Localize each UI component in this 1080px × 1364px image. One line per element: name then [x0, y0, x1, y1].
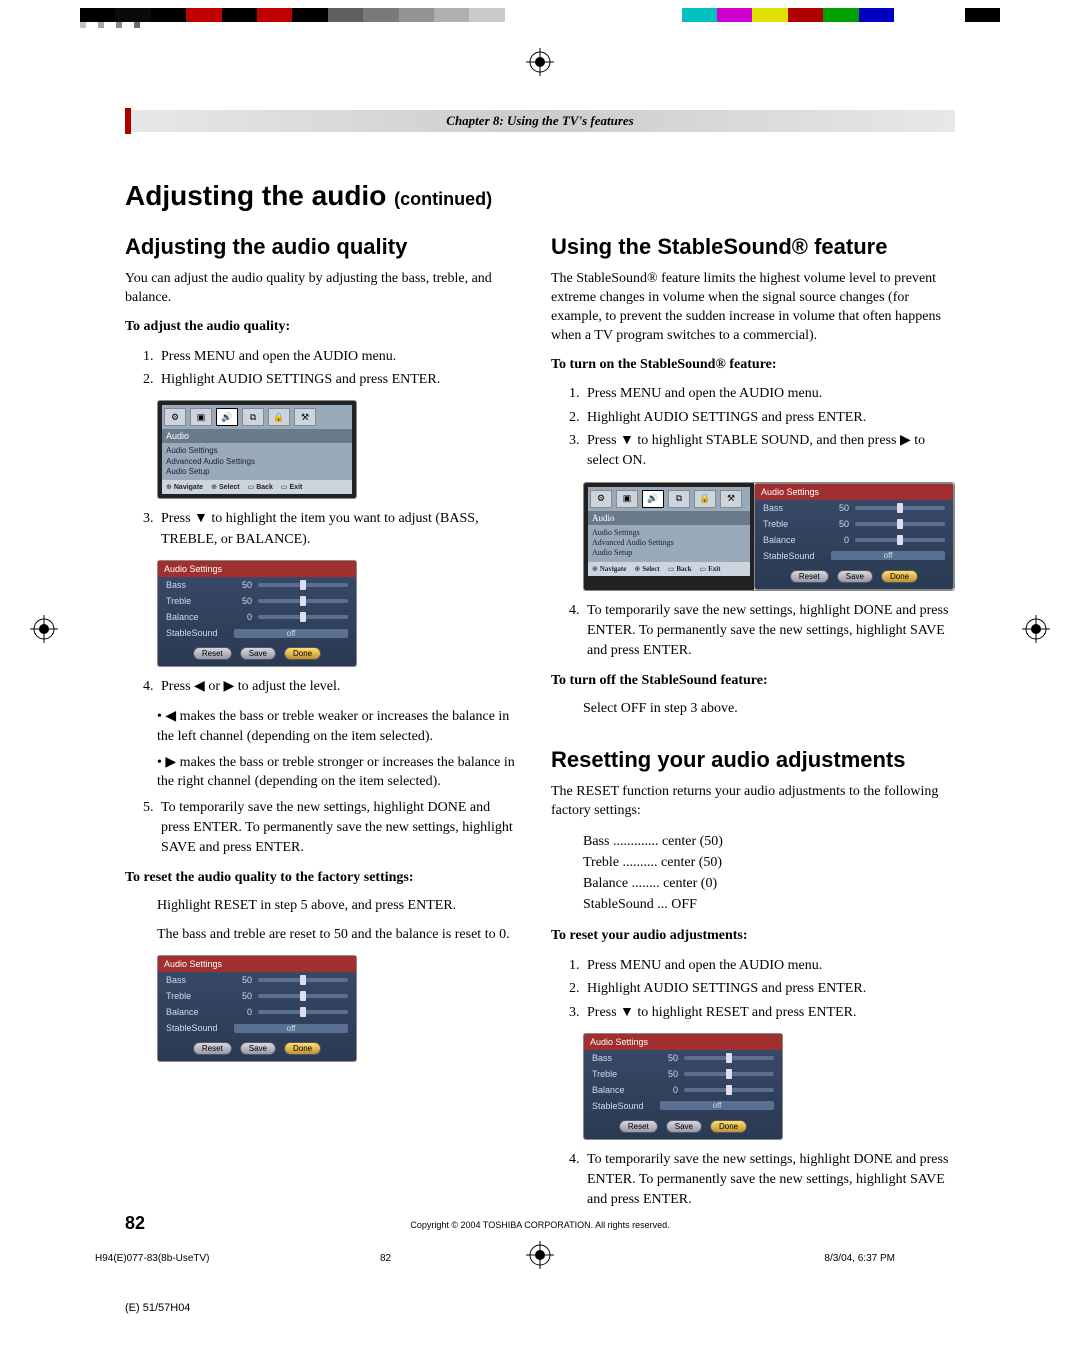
copyright: Copyright © 2004 TOSHIBA CORPORATION. Al… [410, 1220, 669, 1230]
calibration-squares [80, 22, 140, 28]
factory-settings-list: Bass ............. center (50) Treble ..… [551, 831, 955, 915]
audio-settings-panel: Audio SettingsBass50Treble50Balance0Stab… [157, 955, 357, 1062]
section-heading: Using the StableSound® feature [551, 234, 955, 260]
menu-footer: ⊕ Navigate ⊕ Select ▭ Back ▭ Exit [588, 562, 750, 576]
menu-icon-row: ⚙▣🔊⧉🔒⚒ [588, 487, 750, 511]
menu-footer: ⊕ Navigate ⊕ Select ▭ Back ▭ Exit [162, 480, 352, 494]
footer-filename: H94(E)077-83(8b-UseTV) [95, 1253, 210, 1264]
step: Press ◀ or ▶ to adjust the level. [157, 677, 519, 697]
subheading: To adjust the audio quality: [125, 318, 519, 337]
body-text: Highlight RESET in step 5 above, and pre… [125, 897, 519, 916]
page-title: Adjusting the audio (continued) [125, 180, 955, 212]
left-column: Adjusting the audio quality You can adju… [125, 234, 519, 1221]
menu-label: Audio [588, 511, 750, 525]
footer-edge: (E) 51/57H04 [125, 1302, 190, 1314]
registration-mark-top [526, 48, 554, 81]
body-text: You can adjust the audio quality by adju… [125, 270, 519, 308]
step: Highlight AUDIO SETTINGS and press ENTER… [157, 370, 519, 390]
registration-mark-bottom [526, 1241, 554, 1274]
menu-label: Audio [162, 429, 352, 443]
registration-mark-right [1022, 615, 1050, 648]
right-column: Using the StableSound® feature The Stabl… [551, 234, 955, 1221]
chapter-title: Chapter 8: Using the TV's features [446, 110, 633, 132]
step: Press MENU and open the AUDIO menu. [583, 384, 955, 404]
step: To temporarily save the new settings, hi… [583, 1150, 955, 1211]
step: To temporarily save the new settings, hi… [157, 798, 519, 859]
footer-timestamp: 8/3/04, 6:37 PM [824, 1253, 895, 1264]
color-calibration-bar [80, 8, 1000, 22]
subheading: To turn on the StableSound® feature: [551, 356, 955, 375]
subheading: To turn off the StableSound feature: [551, 672, 955, 691]
subheading: To reset the audio quality to the factor… [125, 869, 519, 888]
step: Highlight AUDIO SETTINGS and press ENTER… [583, 408, 955, 428]
page-number: 82 [125, 1213, 145, 1234]
menu-icon-row: ⚙▣🔊⧉🔒⚒ [162, 405, 352, 429]
subheading: To reset your audio adjustments: [551, 927, 955, 946]
audio-settings-panel: Audio SettingsBass50Treble50Balance0Stab… [754, 483, 954, 590]
combo-screenshot: ⚙▣🔊⧉🔒⚒ Audio Audio Settings Advanced Aud… [583, 482, 955, 591]
body-text: Select OFF in step 3 above. [551, 700, 955, 719]
section-heading: Resetting your audio adjustments [551, 747, 955, 773]
step: Highlight AUDIO SETTINGS and press ENTER… [583, 979, 955, 999]
step: Press ▼ to highlight the item you want t… [157, 509, 519, 550]
body-text: The bass and treble are reset to 50 and … [125, 926, 519, 945]
bullet: ▶ makes the bass or treble stronger or i… [157, 753, 519, 792]
body-text: The RESET function returns your audio ad… [551, 783, 955, 821]
body-text: The StableSound® feature limits the high… [551, 270, 955, 346]
audio-settings-panel: Audio SettingsBass50Treble50Balance0Stab… [157, 560, 357, 667]
step: Press MENU and open the AUDIO menu. [157, 347, 519, 367]
bullet: ◀ makes the bass or treble weaker or inc… [157, 707, 519, 746]
page-content: Chapter 8: Using the TV's features Adjus… [125, 110, 955, 1234]
menu-items: Audio Settings Advanced Audio Settings A… [162, 443, 352, 480]
step: Press ▼ to highlight RESET and press ENT… [583, 1003, 955, 1023]
audio-settings-panel: Audio SettingsBass50Treble50Balance0Stab… [583, 1033, 783, 1140]
registration-mark-left [30, 615, 58, 648]
footer-page: 82 [380, 1253, 391, 1264]
chapter-bar: Chapter 8: Using the TV's features [125, 110, 955, 132]
menu-screenshot: ⚙▣🔊⧉🔒⚒ Audio Audio Settings Advanced Aud… [157, 400, 357, 499]
step: Press ▼ to highlight STABLE SOUND, and t… [583, 431, 955, 472]
step: Press MENU and open the AUDIO menu. [583, 956, 955, 976]
step: To temporarily save the new settings, hi… [583, 601, 955, 662]
section-heading: Adjusting the audio quality [125, 234, 519, 260]
menu-items: Audio Settings Advanced Audio Settings A… [588, 525, 750, 562]
